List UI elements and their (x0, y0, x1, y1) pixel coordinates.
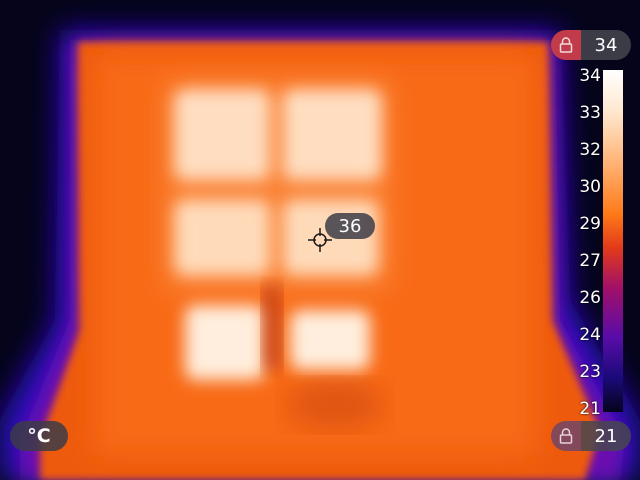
scale-label: 23 (579, 362, 601, 382)
min-scale-value: 21 (581, 421, 631, 451)
lock-icon (551, 421, 581, 451)
scale-label: 30 (579, 177, 601, 197)
min-scale-lock-button[interactable]: 21 (551, 421, 631, 451)
scale-label: 29 (579, 214, 601, 234)
crosshair-icon[interactable] (308, 228, 332, 252)
scale-label: 34 (579, 66, 601, 86)
scale-label: 26 (579, 288, 601, 308)
spot-temperature-readout: 36 (325, 213, 375, 239)
color-scale-labels: 34 33 32 30 29 27 26 24 23 21 (575, 66, 603, 419)
scale-label: 21 (579, 399, 601, 419)
unit-toggle-button[interactable]: °C (10, 421, 68, 451)
lock-icon (551, 30, 581, 60)
color-scale-bar (603, 70, 623, 412)
max-scale-value: 34 (581, 30, 631, 60)
scale-label: 33 (579, 103, 601, 123)
scale-label: 27 (579, 251, 601, 271)
scale-label: 32 (579, 140, 601, 160)
scale-label: 24 (579, 325, 601, 345)
max-scale-lock-button[interactable]: 34 (551, 30, 631, 60)
